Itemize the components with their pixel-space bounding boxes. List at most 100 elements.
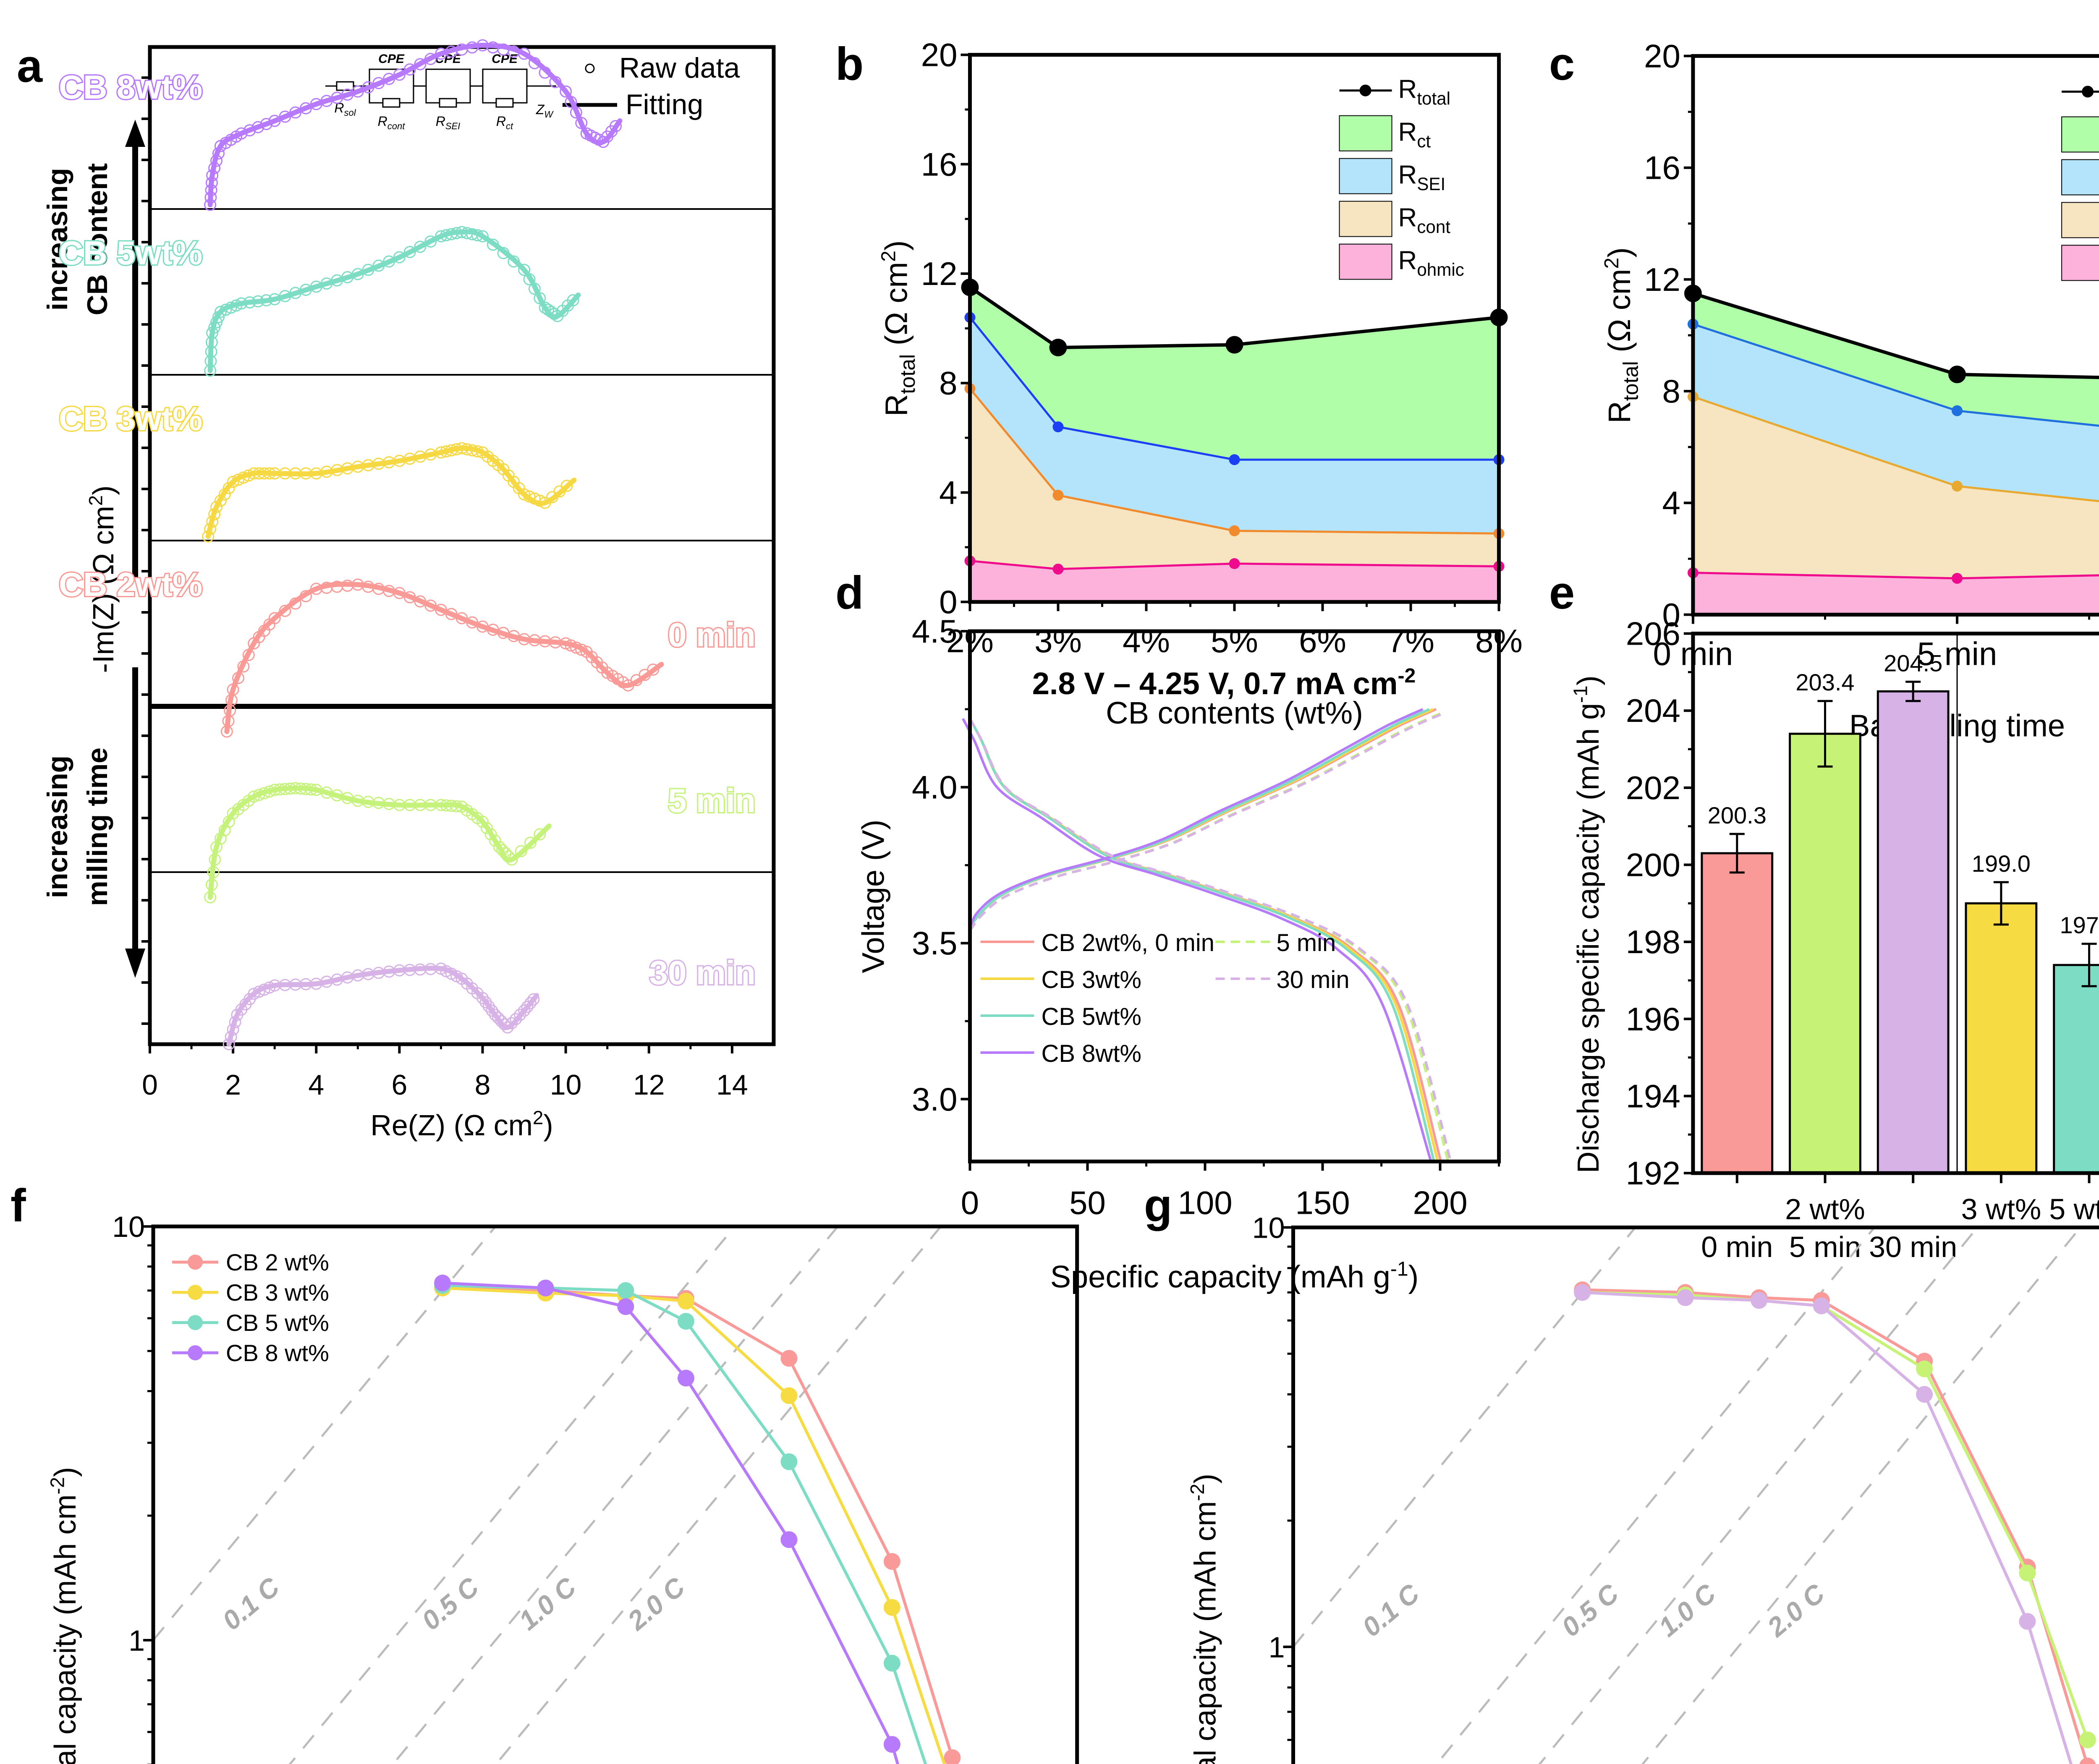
raw-data-point <box>647 664 660 676</box>
raw-data-point <box>229 1016 241 1028</box>
legend-item: Rohmic <box>2061 245 2099 281</box>
x-tick-label: 6 <box>391 1069 407 1101</box>
raw-data-point <box>450 800 463 813</box>
c-rate-label: 2.0 C <box>1761 1578 1831 1643</box>
x-tick-label: 0 <box>961 1184 979 1221</box>
series-label: CB 8wt% <box>59 68 202 106</box>
raw-data-point <box>528 57 541 69</box>
raw-data-point <box>518 1004 531 1017</box>
rate-point <box>1677 1289 1694 1306</box>
legend-label: CB 2wt%, 0 min <box>1041 929 1214 956</box>
circuit-label-rsol: Rsol <box>334 100 356 118</box>
area-r-cont <box>1693 397 2099 615</box>
raw-data-point <box>493 841 505 853</box>
raw-data-point <box>305 783 317 796</box>
raw-data-point <box>510 1013 522 1025</box>
raw-data-point <box>220 303 232 316</box>
series-label: CB 5wt% <box>59 234 202 272</box>
raw-data-point <box>279 605 291 617</box>
legend-item: Rcont <box>1339 201 1451 237</box>
y-tick-label: 16 <box>1644 149 1680 186</box>
y-tick-label: 196 <box>1626 1001 1680 1037</box>
area-r-ohmic <box>1693 572 2099 615</box>
legend-marker-icon <box>188 1254 203 1270</box>
raw-data-point <box>227 476 239 488</box>
c-rate-guide-line <box>1435 1226 1875 1764</box>
legend-item: RSEI <box>1339 158 1445 194</box>
y-axis-title: Rtotal (Ω cm2) <box>877 240 919 417</box>
x-tick-label: 50 <box>1069 1184 1106 1221</box>
raw-data-point <box>518 488 531 501</box>
raw-data-point <box>489 834 501 847</box>
raw-data-point <box>534 494 546 507</box>
raw-data-point <box>528 492 541 505</box>
x-axis-title: Re(Z) (Ω cm2) <box>370 1107 553 1142</box>
raw-data-point <box>237 660 250 673</box>
x-tick-label: 3 wt% <box>1961 1193 2041 1226</box>
panel-a: a 0 2 4 6 8 10 12 14 Re(Z) (Ω cm2) -Im(Z) (Ω cm2) i… <box>17 39 776 1142</box>
x-tick-label: 5 wt% <box>2049 1193 2099 1226</box>
resistor-icon <box>495 98 514 108</box>
rate-point <box>537 1279 554 1296</box>
raw-data-point <box>227 1023 239 1036</box>
raw-data-point <box>471 229 484 241</box>
x-tick-label: 5% <box>1211 622 1258 659</box>
raw-data-point <box>383 255 395 268</box>
legend-marker-icon <box>188 1285 203 1300</box>
resistor-icon <box>439 98 457 108</box>
fitting-curve <box>207 229 581 373</box>
rate-point <box>1574 1284 1591 1301</box>
panel-e: e 200.3 0 min 203.4 2 wt% 5 min 204.5 30 min 199… <box>1549 567 2099 1263</box>
c-rate-guide-line <box>288 1226 736 1764</box>
raw-data-point <box>235 127 248 140</box>
series-label: 30 min <box>649 954 756 991</box>
raw-data-point <box>372 77 385 89</box>
x-axis-title: Specific capacity (mAh g-1) <box>1050 1257 1419 1294</box>
nyquist-series-1 <box>204 226 581 377</box>
bar <box>1701 852 1774 1174</box>
fitting-curve <box>207 42 623 207</box>
x-tick-label: 10 <box>550 1069 582 1101</box>
legend-marker-icon <box>188 1315 203 1330</box>
y-tick-label: 0 <box>939 583 957 620</box>
raw-data-point <box>235 297 248 310</box>
raw-data-point <box>610 120 622 132</box>
raw-data-point <box>487 238 499 251</box>
panel-f: f0.1 C0.5 C1.0 C2.0 C0.11100.1110Current… <box>10 1180 1079 1764</box>
data-point <box>1052 489 1064 501</box>
value-label: 200.3 <box>1708 802 1767 828</box>
x-tick-label: 200 <box>1413 1184 1467 1221</box>
raw-data-point <box>289 106 302 119</box>
y-tick-label: 20 <box>921 37 958 73</box>
data-point <box>1229 558 1240 569</box>
raw-data-point <box>204 355 217 367</box>
legend-label: Rcont <box>1398 204 1451 237</box>
c-rate-label: 2.0 C <box>622 1571 691 1636</box>
x-tick-label: 150 <box>1295 1184 1350 1221</box>
line-r-cont <box>969 388 1499 535</box>
raw-data-point <box>560 480 573 492</box>
raw-data-point <box>508 255 520 268</box>
raw-data-point <box>403 591 416 604</box>
bar <box>1965 902 2038 1174</box>
area-r-ohmic <box>970 561 1499 602</box>
series-label: CB 2wt% <box>59 566 202 603</box>
x-tick-label: 12 <box>633 1069 665 1101</box>
legend-label: 5 min <box>1276 929 1336 956</box>
x-tick-label: 4% <box>1123 622 1170 659</box>
raw-data-point <box>258 983 270 996</box>
data-point <box>1952 481 1963 492</box>
rate-line <box>1582 1288 2089 1764</box>
rate-point <box>2079 1731 2096 1748</box>
panel-label: d <box>835 567 864 619</box>
raw-data-point <box>212 311 225 323</box>
y-axis-title: Discharge specific capacity (mAh g-1) <box>1570 675 1605 1173</box>
raw-data-point <box>424 53 437 65</box>
raw-data-point <box>539 66 551 79</box>
discharge-curve <box>962 718 1432 1162</box>
cpe-branch <box>425 68 471 86</box>
rate-point <box>883 1599 900 1616</box>
y-tick-label: 1 <box>1269 1631 1285 1664</box>
legend-swatch <box>2061 202 2099 238</box>
